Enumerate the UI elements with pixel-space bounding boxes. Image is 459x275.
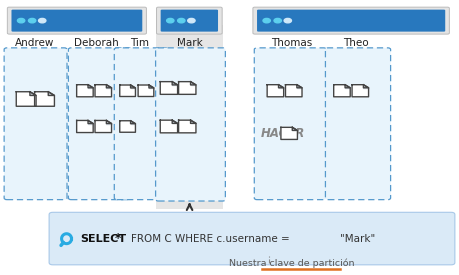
Text: HACER: HACER (260, 127, 304, 140)
FancyBboxPatch shape (254, 48, 326, 200)
FancyBboxPatch shape (325, 48, 391, 200)
Circle shape (167, 18, 174, 23)
Polygon shape (77, 120, 93, 133)
FancyBboxPatch shape (157, 7, 222, 34)
Text: "Mark": "Mark" (340, 234, 375, 244)
Circle shape (274, 18, 281, 23)
Circle shape (178, 18, 185, 23)
Polygon shape (16, 92, 36, 106)
FancyBboxPatch shape (114, 48, 168, 200)
Polygon shape (106, 120, 112, 123)
Polygon shape (179, 120, 196, 133)
Polygon shape (149, 85, 154, 88)
Polygon shape (334, 85, 350, 97)
Polygon shape (95, 85, 112, 97)
Polygon shape (120, 85, 135, 97)
Polygon shape (267, 85, 284, 97)
FancyBboxPatch shape (11, 10, 142, 32)
FancyBboxPatch shape (161, 10, 218, 32)
Polygon shape (281, 127, 297, 139)
Text: Theo: Theo (343, 38, 369, 48)
Polygon shape (30, 92, 36, 95)
FancyBboxPatch shape (257, 10, 445, 32)
Polygon shape (130, 85, 135, 88)
Text: Deborah: Deborah (74, 38, 119, 48)
Polygon shape (297, 85, 302, 88)
Polygon shape (279, 85, 284, 88)
Circle shape (17, 18, 25, 23)
Circle shape (284, 18, 291, 23)
Polygon shape (292, 127, 297, 130)
Polygon shape (77, 85, 93, 97)
Polygon shape (345, 85, 350, 88)
FancyBboxPatch shape (4, 48, 67, 200)
Polygon shape (34, 92, 55, 106)
Polygon shape (160, 82, 178, 94)
Polygon shape (172, 120, 178, 123)
Polygon shape (88, 85, 93, 88)
Text: FROM C WHERE c.username =: FROM C WHERE c.username = (131, 234, 290, 244)
Text: *: * (115, 232, 121, 245)
Text: SELECT: SELECT (80, 234, 126, 244)
Circle shape (39, 18, 46, 23)
Polygon shape (95, 120, 112, 133)
Text: Thomas: Thomas (271, 38, 312, 48)
Text: Mark: Mark (177, 38, 202, 48)
Text: Nuestra clave de partición: Nuestra clave de partición (229, 258, 354, 268)
Polygon shape (48, 92, 55, 95)
Polygon shape (120, 121, 135, 132)
Text: Andrew: Andrew (15, 38, 54, 48)
Circle shape (28, 18, 36, 23)
Polygon shape (179, 82, 196, 94)
Polygon shape (130, 121, 135, 124)
Polygon shape (106, 85, 112, 88)
Polygon shape (172, 82, 178, 85)
Circle shape (263, 18, 270, 23)
FancyBboxPatch shape (68, 48, 131, 200)
Polygon shape (352, 85, 369, 97)
FancyBboxPatch shape (49, 212, 455, 265)
Polygon shape (190, 120, 196, 123)
Polygon shape (160, 120, 178, 133)
Bar (156, 25, 223, 209)
FancyBboxPatch shape (253, 7, 449, 34)
Circle shape (188, 18, 195, 23)
Polygon shape (285, 85, 302, 97)
FancyBboxPatch shape (156, 48, 225, 201)
Polygon shape (138, 85, 154, 97)
Polygon shape (88, 120, 93, 123)
Polygon shape (190, 82, 196, 85)
Polygon shape (364, 85, 369, 88)
Text: Tim: Tim (130, 38, 150, 48)
FancyBboxPatch shape (7, 7, 146, 34)
